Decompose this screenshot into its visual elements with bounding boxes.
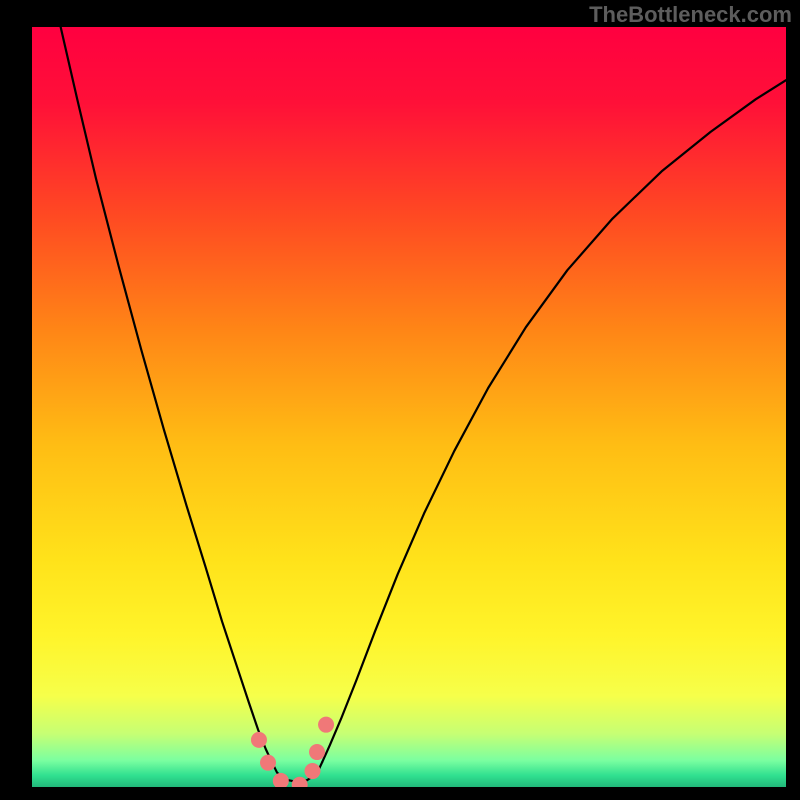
marker-point: [318, 717, 334, 733]
curve-right: [322, 80, 786, 762]
plot-area: [32, 27, 786, 787]
marker-point: [273, 773, 289, 787]
marker-point: [292, 777, 308, 787]
marker-point: [304, 763, 320, 779]
marker-point: [260, 755, 276, 771]
marker-point: [251, 732, 267, 748]
marker-point: [309, 744, 325, 760]
curve-overlay: [32, 27, 786, 787]
curve-left: [61, 27, 272, 762]
chart-canvas: TheBottleneck.com: [0, 0, 800, 800]
watermark-text: TheBottleneck.com: [589, 2, 792, 28]
